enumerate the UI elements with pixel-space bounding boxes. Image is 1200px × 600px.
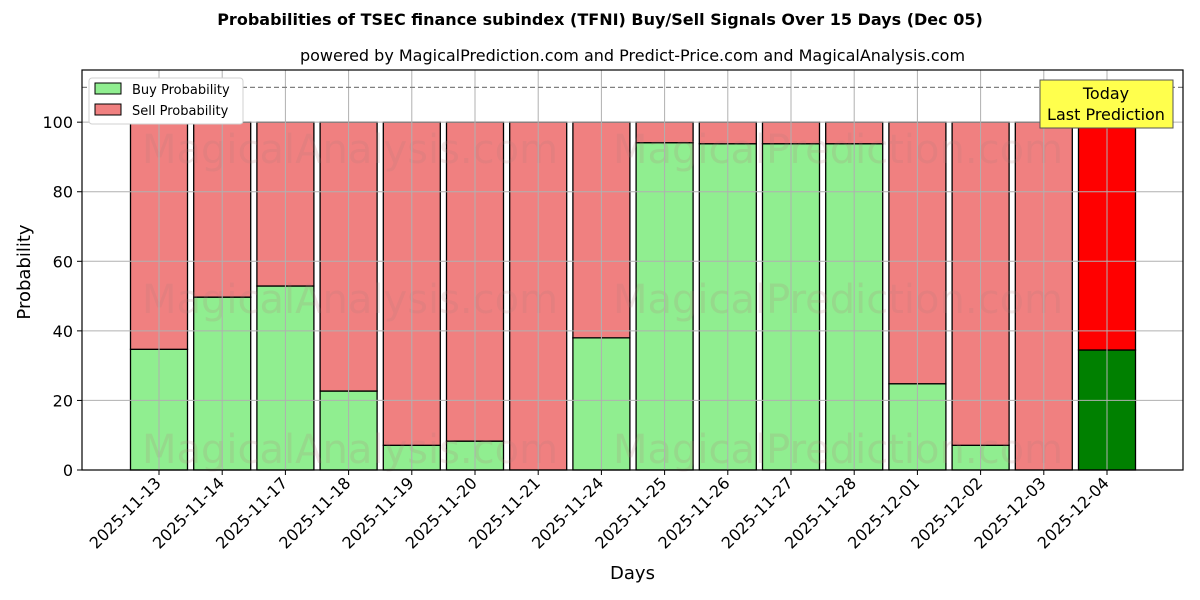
y-tick-label: 20 [53,391,73,410]
x-axis-label: Days [610,563,655,584]
y-tick-label: 80 [53,183,73,202]
y-tick-label: 100 [42,113,73,132]
watermark: MagicalPrediction.com [613,277,1063,323]
today-annotation [1039,79,1174,129]
plot-frame [81,69,1184,471]
legend-swatch-buy [94,82,122,95]
watermark: MagicalPrediction.com [613,427,1063,473]
y-tick-label: 40 [53,322,73,341]
legend-label-sell: Sell Probability [132,104,229,119]
annotation-line-1: Today [1082,84,1129,103]
legend-label-buy: Buy Probability [132,83,230,98]
watermark: MagicalAnalysis.com [142,427,558,473]
y-tick-label: 0 [63,461,73,480]
annotation-line-2: Last Prediction [1047,105,1165,124]
legend-swatch-sell [94,103,122,116]
y-tick-label: 60 [53,252,73,271]
watermark: MagicalAnalysis.com [142,277,558,323]
watermark: MagicalPrediction.com [613,127,1063,173]
chart-title: Probabilities of TSEC finance subindex (… [217,10,983,29]
watermark: MagicalAnalysis.com [142,127,558,173]
chart-subtitle: powered by MagicalPrediction.com and Pre… [299,46,966,65]
legend [88,77,244,125]
